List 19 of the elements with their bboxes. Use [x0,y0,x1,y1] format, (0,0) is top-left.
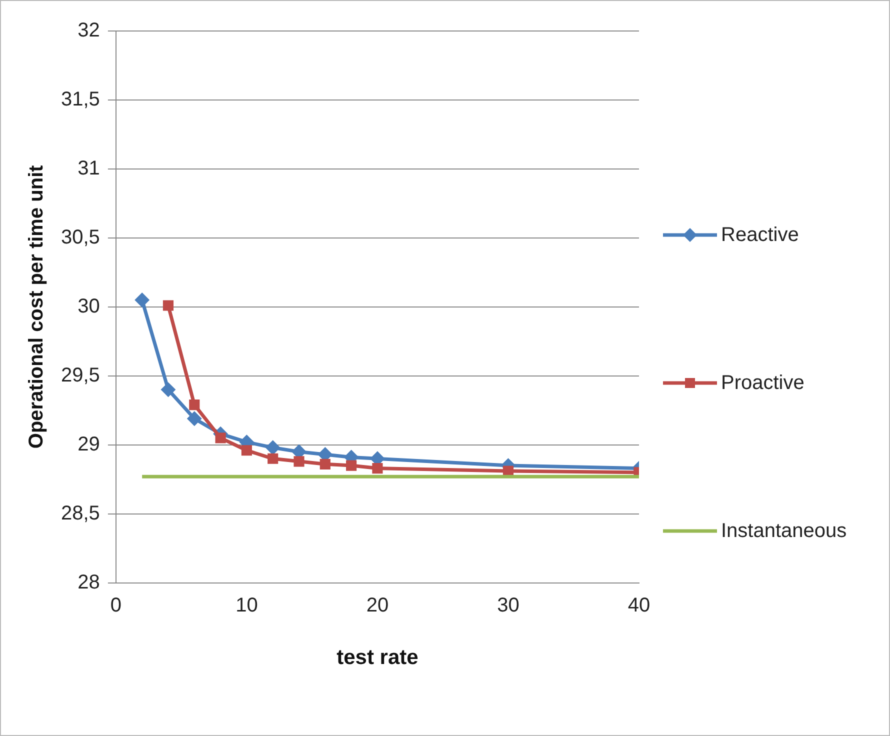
y-tick-label: 31,5 [60,88,100,110]
x-tick-label: 30 [497,594,520,616]
y-tick-label: 29,5 [60,364,100,386]
legend-label: Instantaneous [721,520,847,542]
x-axis-title: test rate [336,646,418,670]
y-tick-label: 32 [78,20,100,42]
legend-label: Proactive [721,372,804,394]
y-tick-label: 28,5 [60,502,100,524]
x-tick-label: 10 [236,594,258,616]
y-tick-label: 29 [78,433,100,456]
y-tick-label: 30,5 [60,226,100,248]
x-tick-label: 20 [366,594,389,616]
x-tick-label: 40 [628,594,650,616]
y-tick-label: 28 [78,571,100,594]
y-tick-label: 31 [78,157,100,180]
x-tick-label: 0 [110,594,122,616]
y-axis-title: Operational cost per time unit [26,164,48,449]
y-tick-label: 30 [78,295,100,318]
legend-label: Reactive [721,224,799,246]
